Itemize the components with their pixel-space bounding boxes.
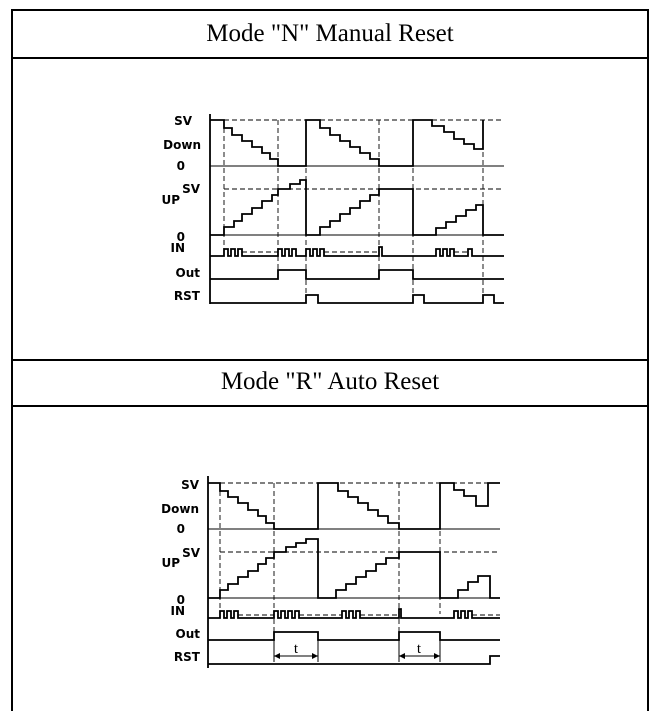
section-title-auto-reset: Mode "R" Auto Reset: [13, 359, 647, 407]
label-sv: SV: [174, 114, 193, 128]
label-zero: 0: [177, 522, 185, 536]
reset-signal: [208, 655, 500, 665]
manual-reset-timing-diagram: SV Down 0 UP SV 0 IN Out RST: [161, 114, 504, 304]
arrow-left-icon: [274, 653, 280, 659]
section-title-text: Mode "N" Manual Reset: [206, 20, 454, 47]
arrow-left-icon: [399, 653, 405, 659]
label-up-zero: 0: [177, 230, 185, 244]
t-label: t: [417, 641, 422, 657]
manual-reset-diagram-panel: SV Down 0 UP SV 0 IN Out RST: [13, 57, 647, 361]
label-down: Down: [163, 138, 201, 152]
label-up-sv: SV: [182, 546, 201, 560]
section-title-text: Mode "R" Auto Reset: [220, 368, 440, 395]
label-up: UP: [161, 193, 180, 207]
up-count-waveform: [208, 538, 500, 599]
input-pulse-train: [210, 246, 504, 257]
section-title-manual-reset: Mode "N" Manual Reset: [13, 11, 647, 59]
down-count-waveform: [210, 119, 484, 167]
auto-reset-diagram-panel: SV Down 0 UP SV 0 IN Out RST: [13, 405, 647, 713]
up-count-waveform: [210, 179, 504, 236]
label-sv: SV: [181, 478, 200, 492]
output-signal: [208, 631, 500, 641]
label-in: IN: [170, 604, 185, 618]
label-out: Out: [176, 627, 201, 641]
t-label: t: [294, 641, 299, 657]
label-rst: RST: [174, 650, 201, 664]
arrow-right-icon: [434, 653, 440, 659]
reset-signal: [210, 294, 504, 304]
label-up-sv: SV: [182, 182, 201, 196]
label-up-zero: 0: [177, 593, 185, 607]
output-signal: [210, 269, 504, 280]
arrow-right-icon: [312, 653, 318, 659]
label-zero: 0: [177, 159, 185, 173]
label-rst: RST: [174, 289, 201, 303]
down-count-waveform: [208, 482, 500, 530]
label-out: Out: [176, 266, 201, 280]
label-up: UP: [161, 556, 180, 570]
auto-reset-timing-diagram: SV Down 0 UP SV 0 IN Out RST: [161, 476, 500, 668]
timing-chart-frame: Mode "N" Manual Reset SV Down 0 UP SV 0 …: [11, 9, 649, 711]
input-pulse-train: [208, 608, 500, 619]
label-in: IN: [170, 241, 185, 255]
label-down: Down: [161, 502, 199, 516]
